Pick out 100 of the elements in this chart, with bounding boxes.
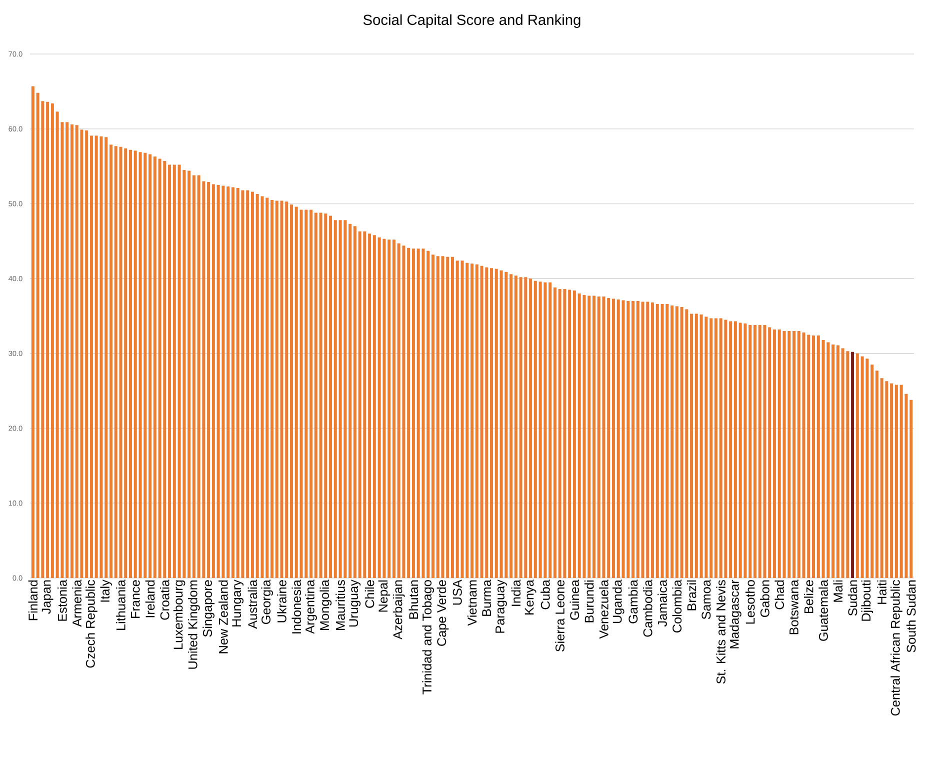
bar <box>734 321 737 578</box>
x-tick-label: Gabon <box>760 580 770 618</box>
bar <box>690 314 694 578</box>
x-tick-label: India <box>511 580 521 606</box>
bar <box>104 137 108 578</box>
bar <box>670 306 674 578</box>
bar <box>329 216 332 578</box>
x-tick-label: South Sudan <box>906 580 916 652</box>
bar <box>212 184 215 578</box>
bar <box>90 136 93 578</box>
x-tick-label: Bhutan <box>408 580 418 619</box>
x-tick-label: Sierra Leone <box>555 580 564 652</box>
bar <box>266 198 269 578</box>
x-tick-label: Czech Republic <box>86 580 98 668</box>
bar <box>572 290 576 578</box>
bar <box>890 383 894 578</box>
bar <box>894 384 898 578</box>
x-tick-label: Georgia <box>261 580 274 624</box>
bar <box>714 318 718 578</box>
bar <box>568 290 572 578</box>
bar <box>353 226 356 578</box>
bar <box>607 298 610 578</box>
x-tick-label: St. Kitts and Nevis <box>716 580 726 684</box>
x-tick-label: United Kingdom <box>188 580 200 669</box>
bar <box>694 314 698 578</box>
bar <box>109 144 112 578</box>
x-tick-label: Croatia <box>160 580 170 620</box>
x-tick-label: Burundi <box>584 580 594 622</box>
bar <box>172 164 176 578</box>
bar <box>46 102 50 578</box>
bar <box>392 240 396 578</box>
x-tick-label: Kenya <box>524 580 536 614</box>
x-tick-label: Vietnam <box>467 580 477 626</box>
x-tick-label: Armenia <box>72 580 82 627</box>
bar <box>153 156 156 578</box>
x-tick-label: Singapore <box>202 580 214 637</box>
bar <box>910 400 913 578</box>
x-tick-label: USA <box>452 580 462 605</box>
x-tick-label: Indonesia <box>292 580 302 634</box>
bar <box>592 296 596 578</box>
bar <box>851 352 854 578</box>
bar <box>651 302 654 578</box>
bar <box>797 330 800 578</box>
bar <box>290 204 293 578</box>
x-tick-label: Lithuania <box>116 580 126 630</box>
bar <box>431 254 434 578</box>
bar <box>626 301 630 578</box>
bar <box>231 187 234 578</box>
x-tick-label: New Zealand <box>218 580 228 654</box>
bar <box>372 235 376 578</box>
bar <box>675 306 678 578</box>
bar <box>792 330 796 578</box>
x-tick-label: Colombia <box>672 580 682 632</box>
x-tick-label: Gambia <box>628 580 638 624</box>
bar <box>412 248 415 578</box>
bar <box>875 370 878 578</box>
bar <box>426 250 430 578</box>
bar <box>124 148 128 578</box>
bar <box>348 224 352 578</box>
bar <box>636 301 640 578</box>
bar <box>832 344 835 578</box>
x-tick-label: Azerbaijan <box>392 580 405 640</box>
x-tick-label: Uruguay <box>349 580 361 626</box>
bar <box>514 276 518 578</box>
x-tick-label: Brazil <box>686 580 696 610</box>
bar <box>856 353 859 578</box>
x-tick-label: Ukraine <box>277 580 286 622</box>
x-tick-label: Trinidad and Tobago <box>422 580 434 694</box>
bar <box>729 321 732 578</box>
x-tick-label: Madagascar <box>730 580 742 648</box>
bar <box>246 190 250 578</box>
bar <box>788 330 791 578</box>
x-tick-label: Japan <box>42 580 54 614</box>
x-tick-label: Paraguay <box>496 580 507 633</box>
bar <box>548 282 552 578</box>
bar <box>816 335 820 578</box>
bar <box>129 150 132 578</box>
bar <box>612 298 615 578</box>
x-tick-label: Jamaica <box>658 580 667 627</box>
bar <box>475 264 478 578</box>
x-tick-label: Central African Republic <box>890 580 902 716</box>
x-tick-label: Australia <box>248 580 258 629</box>
bar <box>31 86 34 578</box>
bar <box>753 324 756 578</box>
bar <box>285 201 288 578</box>
bar <box>656 304 659 578</box>
x-tick-label: Sudan <box>848 580 858 616</box>
bar <box>192 175 196 578</box>
x-tick-label: Guinea <box>570 580 580 620</box>
bar <box>50 103 54 578</box>
bar <box>446 256 450 578</box>
bar <box>310 210 313 578</box>
bar <box>772 329 776 578</box>
bar <box>466 262 469 578</box>
x-tick-label: Mongolia <box>320 580 332 630</box>
chart-title: Social Capital Score and Ranking <box>363 14 580 28</box>
bar <box>66 122 69 578</box>
bar <box>294 206 298 578</box>
bar <box>70 124 74 578</box>
x-tick-label: Botswana <box>790 580 798 634</box>
